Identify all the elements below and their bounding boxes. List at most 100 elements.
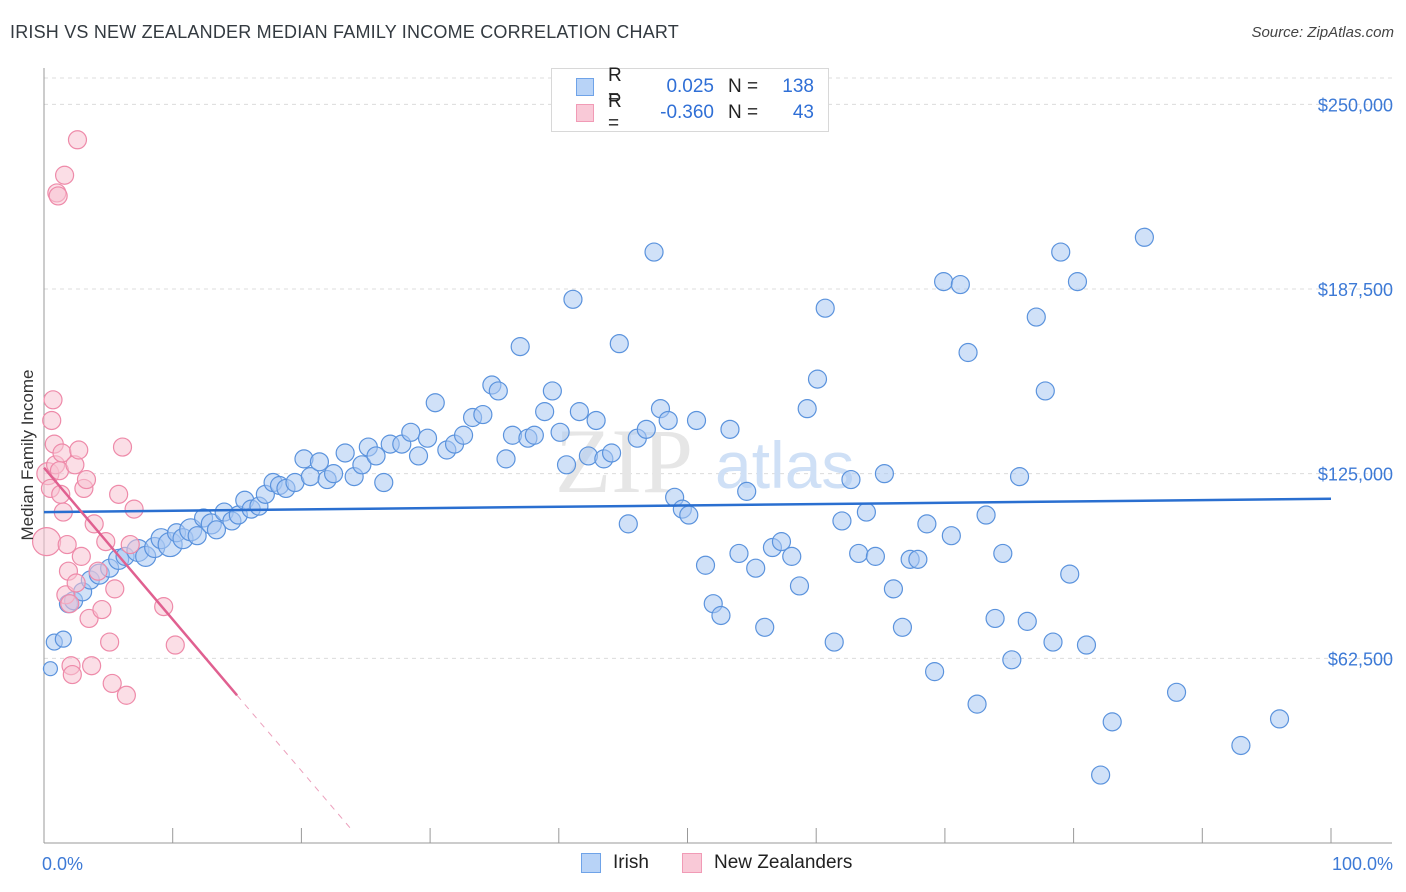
irish-point	[1067, 272, 1088, 292]
irish-point	[1166, 682, 1187, 702]
irish-points	[42, 227, 1290, 785]
irish-point	[524, 425, 544, 445]
irish-point	[1026, 307, 1046, 327]
irish-point	[408, 446, 429, 466]
irish-point	[976, 505, 996, 525]
legend-swatch-nz	[682, 853, 702, 873]
legend-r-value: 0.025	[666, 76, 714, 97]
nz-trend-line	[43, 466, 239, 697]
series-legend: Irish New Zealanders	[0, 852, 1406, 878]
irish-point	[720, 419, 740, 439]
trend-lines	[43, 466, 1332, 832]
nz-point	[84, 514, 104, 534]
legend-swatch-irish	[581, 853, 601, 873]
irish-point	[510, 337, 530, 357]
irish-point	[425, 393, 445, 413]
irish-point	[542, 381, 562, 401]
irish-point	[993, 543, 1013, 564]
legend-r-label: R =	[608, 65, 622, 108]
irish-point	[958, 342, 978, 363]
nz-point	[43, 390, 63, 410]
irish-point	[755, 617, 775, 637]
legend-swatch-nz	[576, 104, 594, 122]
irish-point	[1134, 227, 1154, 247]
irish-point	[496, 449, 516, 469]
irish-point	[502, 425, 523, 445]
irish-point	[771, 532, 792, 552]
legend-r-label: R =	[608, 91, 622, 134]
y-tick-label: $187,500	[1318, 280, 1393, 300]
legend-item-irish[interactable]: Irish	[581, 852, 649, 874]
irish-point	[401, 422, 421, 442]
y-tick-label: $125,000	[1318, 465, 1393, 485]
nz-point	[71, 546, 91, 566]
irish-point	[1017, 611, 1037, 631]
legend-row-nz: R = -0.360 N = 43	[576, 91, 814, 134]
nz-point	[105, 579, 125, 599]
irish-point	[815, 298, 835, 318]
source-label: Source: ZipAtlas.com	[1251, 24, 1394, 41]
irish-point	[309, 452, 330, 472]
irish-point	[856, 502, 876, 522]
nz-point	[109, 484, 129, 504]
nz-point	[102, 673, 122, 694]
nz-point	[57, 534, 77, 555]
irish-point	[908, 549, 928, 569]
irish-point	[711, 605, 731, 626]
legend-r-value: -0.360	[660, 102, 714, 123]
nz-point	[60, 594, 80, 614]
irish-point	[841, 469, 861, 490]
irish-point	[797, 399, 817, 419]
nz-point	[120, 534, 140, 555]
irish-point	[941, 526, 961, 546]
irish-point	[782, 546, 802, 566]
irish-point	[563, 289, 583, 309]
irish-point	[578, 446, 599, 466]
nz-trend-extension	[236, 694, 354, 832]
irish-point	[54, 630, 72, 648]
irish-point	[658, 410, 678, 431]
irish-point	[1060, 564, 1080, 584]
irish-point	[1231, 735, 1251, 756]
irish-point	[417, 428, 438, 448]
irish-point	[42, 661, 59, 677]
irish-point	[746, 558, 766, 578]
irish-point	[874, 464, 895, 484]
irish-point	[206, 520, 227, 540]
irish-point	[1091, 765, 1111, 785]
nz-point	[62, 664, 82, 685]
irish-point	[917, 514, 937, 534]
legend-n-value: 43	[792, 102, 814, 123]
y-axis-label: Median Family Income	[18, 369, 37, 540]
irish-point	[824, 632, 844, 652]
irish-point	[967, 694, 987, 714]
irish-point	[323, 464, 344, 484]
legend-n-value: 138	[782, 76, 814, 97]
legend-label-nz: New Zealanders	[714, 852, 853, 873]
nz-point	[92, 599, 112, 620]
irish-point	[789, 576, 810, 596]
legend-item-nz[interactable]: New Zealanders	[682, 852, 852, 874]
irish-trend-line	[43, 497, 1332, 514]
legend-n-label: N =	[728, 102, 759, 123]
irish-point	[934, 272, 954, 292]
nz-point	[67, 130, 88, 150]
irish-point	[473, 404, 493, 425]
irish-point	[535, 402, 555, 422]
irish-point	[1035, 381, 1055, 401]
x-tick-label-min: 0.0%	[42, 854, 83, 874]
irish-point	[865, 546, 886, 566]
nz-point	[82, 656, 102, 676]
irish-point	[1102, 712, 1122, 732]
irish-point	[366, 446, 386, 466]
irish-point	[1269, 709, 1290, 729]
nz-point	[112, 437, 133, 457]
nz-point	[69, 440, 89, 460]
gridlines	[44, 77, 1392, 659]
watermark-atlas: atlas	[715, 428, 854, 502]
nz-point	[116, 685, 136, 705]
nz-point	[100, 632, 120, 652]
nz-point	[88, 561, 108, 581]
nz-point	[54, 165, 75, 185]
irish-point	[729, 543, 749, 564]
